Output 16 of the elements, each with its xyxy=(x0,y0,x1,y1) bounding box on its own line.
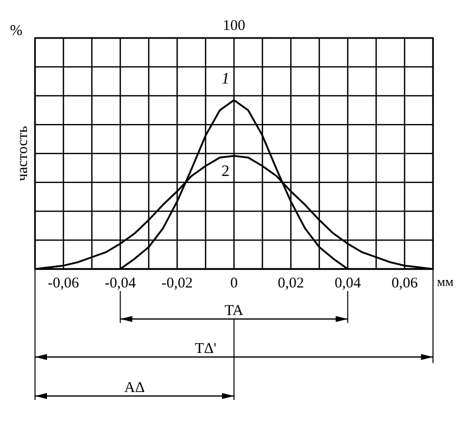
series-label: 1 xyxy=(221,70,230,88)
x-tick-label: 0,02 xyxy=(278,276,304,292)
text: TΔ' xyxy=(194,341,217,357)
x-axis-title: мм xyxy=(437,274,454,289)
x-tick-label: -0,06 xyxy=(48,276,80,292)
y-axis-title: частость xyxy=(15,126,31,182)
text: 100 xyxy=(222,18,246,34)
x-tick-label: -0,02 xyxy=(162,276,193,292)
text: TA xyxy=(224,303,244,319)
text: % xyxy=(10,23,22,39)
x-tick-label: -0,04 xyxy=(104,276,136,292)
x-tick-label: 0 xyxy=(230,276,238,292)
text: AΔ xyxy=(124,380,146,396)
series-label: 2 xyxy=(221,163,230,180)
x-tick-label: 0,06 xyxy=(391,276,418,292)
x-tick-label: 0,04 xyxy=(334,276,362,292)
